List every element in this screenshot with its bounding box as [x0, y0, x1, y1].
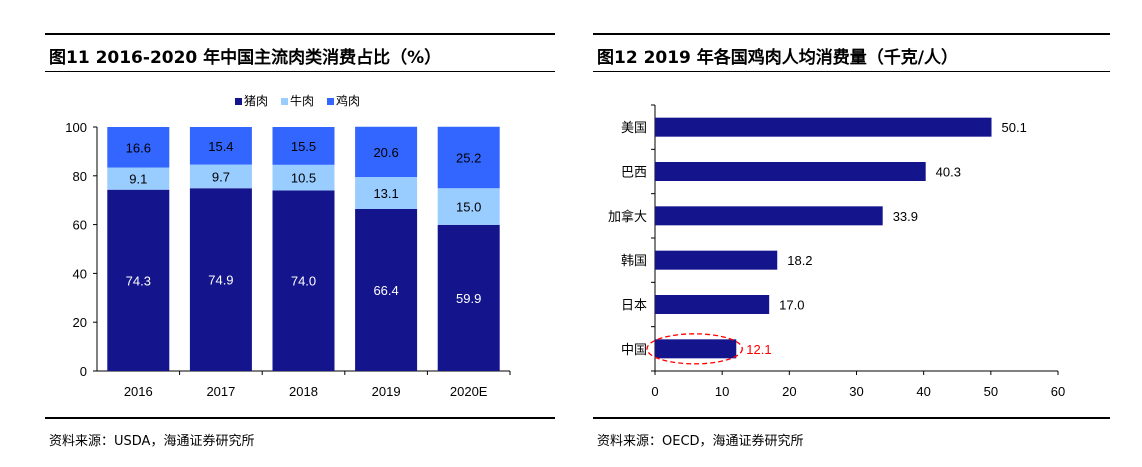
bar [655, 339, 737, 359]
highlight-ellipse [646, 333, 743, 365]
data-label: 9.1 [129, 172, 147, 187]
data-label: 59.9 [456, 291, 481, 306]
bar-segment-0 [107, 189, 170, 371]
data-label: 17.0 [779, 298, 804, 313]
top-rule [45, 33, 555, 35]
bar-segment-1 [437, 188, 500, 225]
x-tick-label: 2020E [450, 384, 488, 399]
y-tick-label: 60 [73, 218, 87, 233]
data-label: 40.3 [936, 165, 961, 180]
top-rule [593, 33, 1110, 35]
y-tick-label: 40 [73, 266, 87, 281]
bottom-rule [593, 417, 1110, 419]
bar [655, 295, 770, 314]
stacked-bar-chart: 猪肉 牛肉 鸡肉 0 20 40 60 80 100 74.3 9.1 16.6 2016 74.9 9.7… [65, 93, 511, 399]
y-tick-label: 0 [80, 364, 87, 379]
data-label: 74.0 [291, 274, 316, 289]
horizontal-bar-chart: 0 10 20 30 40 50 60 美国 50.1 巴西 40.3 加拿大 33.9 韩国 18.2 日本… [608, 104, 1065, 399]
data-label: 18.2 [787, 253, 812, 268]
chart-panel-meat-share: 图11 2016-2020 年中国主流肉类消费占比（%） 猪肉 牛肉 鸡肉 0 20 40… [45, 0, 555, 467]
source-note: 资料来源：OECD，海通证券研究所 [597, 434, 804, 449]
legend-label-1: 牛肉 [290, 93, 314, 108]
x-tick-label: 10 [715, 384, 729, 399]
data-label: 74.3 [126, 273, 151, 288]
legend-swatch-0 [235, 98, 242, 105]
data-label: 15.5 [291, 139, 316, 154]
bar-segment-1 [107, 167, 170, 190]
y-tick-label: 100 [65, 120, 87, 135]
data-label: 9.7 [212, 169, 230, 184]
title-rule [593, 71, 1110, 72]
x-tick-label: 2017 [206, 384, 235, 399]
data-label: 20.6 [373, 145, 398, 160]
bottom-rule [45, 417, 555, 419]
data-label: 25.2 [456, 151, 481, 166]
title-rule [45, 71, 555, 72]
x-tick-label: 30 [849, 384, 863, 399]
bar-segment-2 [355, 126, 418, 178]
x-tick-label: 2018 [289, 384, 318, 399]
legend-label-0: 猪肉 [244, 94, 268, 108]
category-label: 加拿大 [608, 209, 647, 224]
bar [655, 206, 883, 226]
data-label: 13.1 [373, 186, 398, 201]
x-tick-label: 50 [984, 384, 998, 399]
x-tick-label: 2019 [372, 384, 401, 399]
bar-segment-2 [437, 126, 500, 189]
x-tick-label: 20 [782, 384, 796, 399]
bar-segment-2 [189, 127, 252, 165]
data-label: 15.4 [208, 139, 233, 154]
y-tick-label: 20 [73, 315, 87, 330]
bar-segment-0 [355, 208, 418, 371]
bar [655, 162, 926, 181]
x-tick-label: 40 [916, 384, 930, 399]
bar-segment-2 [107, 127, 170, 168]
bar-segment-1 [355, 177, 418, 209]
x-tick-label: 2016 [124, 384, 153, 399]
data-label: 74.9 [208, 273, 233, 288]
category-label: 中国 [621, 342, 647, 357]
bar [655, 117, 992, 137]
bar-segment-0 [437, 224, 500, 371]
chart-title: 图12 2019 年各国鸡肉人均消费量（千克/人） [597, 48, 959, 68]
chart-title: 图11 2016-2020 年中国主流肉类消费占比（%） [49, 48, 442, 68]
y-tick-label: 80 [73, 169, 87, 184]
data-label: 66.4 [373, 283, 398, 298]
bar-segment-1 [272, 164, 335, 191]
bar-segment-1 [189, 164, 252, 189]
data-label: 10.5 [291, 171, 316, 186]
bar-segment-0 [189, 188, 252, 371]
category-label: 美国 [621, 120, 647, 135]
source-note: 资料来源：USDA，海通证券研究所 [49, 434, 255, 449]
data-label: 16.6 [126, 140, 151, 155]
data-label: 50.1 [1002, 120, 1027, 135]
legend-swatch-2 [327, 98, 334, 105]
bar-segment-2 [272, 127, 335, 165]
category-label: 韩国 [621, 253, 647, 268]
category-label: 巴西 [621, 165, 647, 180]
x-tick-label: 60 [1051, 384, 1065, 399]
data-label: 12.1 [746, 342, 771, 357]
data-label: 33.9 [893, 209, 918, 224]
category-label: 日本 [621, 298, 647, 313]
legend-label-2: 鸡肉 [336, 93, 360, 108]
data-label: 15.0 [456, 200, 481, 215]
x-tick-label: 0 [651, 384, 658, 399]
chart-panel-chicken-consumption: 图12 2019 年各国鸡肉人均消费量（千克/人） 0 10 20 30 40 50 60 美… [593, 0, 1110, 467]
bar-segment-0 [272, 190, 335, 371]
legend-swatch-1 [281, 98, 288, 105]
bar [655, 250, 778, 270]
